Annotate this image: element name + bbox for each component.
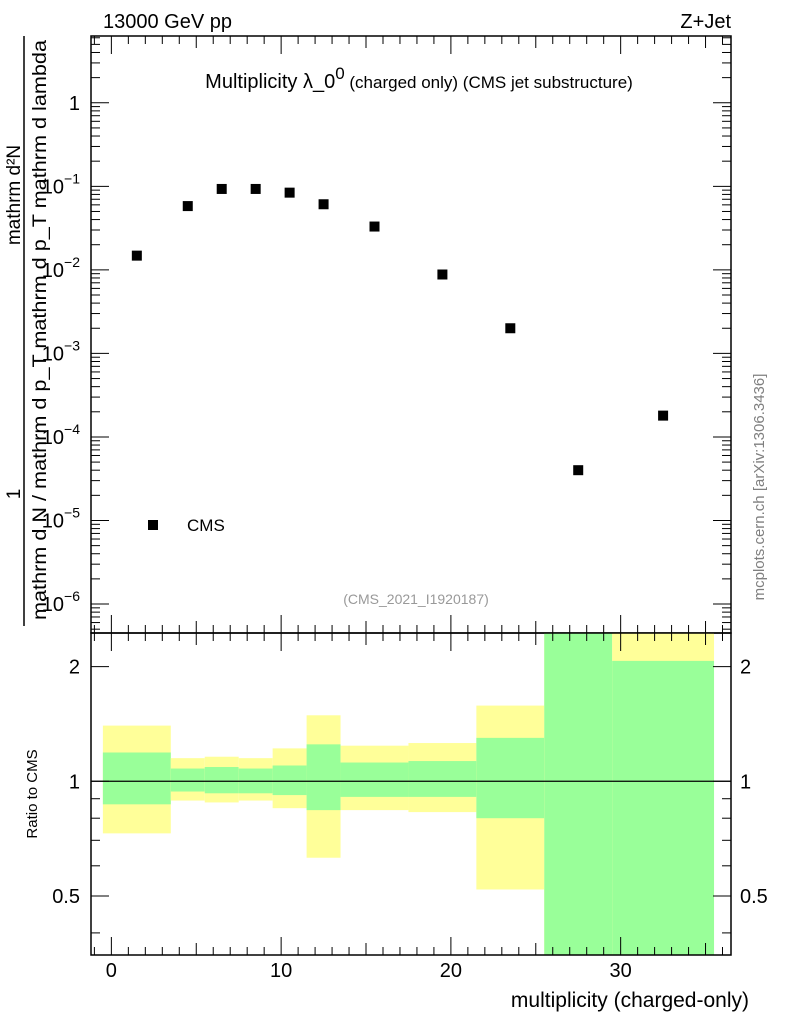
data-point <box>182 201 193 212</box>
ratio-y-tick-label-left: 2 <box>69 657 80 679</box>
x-axis-label: multiplicity (charged-only) <box>511 989 749 1012</box>
ratio-y-tick-label-left: 0.5 <box>52 886 80 908</box>
main-plot-title-text: Multiplicity λ_0 <box>205 71 335 93</box>
ratio-band-inner <box>544 633 613 955</box>
ratio-band-inner <box>408 761 477 797</box>
ratio-uncertainty-bands <box>102 633 715 955</box>
main-y-label-numerator: 1 <box>4 489 25 500</box>
main-y-label-top: mathrm d²N <box>4 145 25 245</box>
ratio-band-inner <box>102 752 171 805</box>
main-y-tick-label: 10−1 <box>42 170 80 198</box>
main-tick-marks <box>91 36 731 633</box>
data-point <box>437 269 448 280</box>
main-y-tick-labels: 110−110−210−310−410−510−6 <box>42 93 80 616</box>
main-y-tick-exponent: −4 <box>64 421 80 437</box>
data-point <box>250 183 261 194</box>
ratio-plot-frame <box>90 632 732 956</box>
x-tick-label: 0 <box>106 960 117 982</box>
data-point <box>216 183 227 194</box>
data-point <box>318 199 329 210</box>
main-y-tick-exponent: −3 <box>64 337 80 353</box>
main-y-tick-exponent: −6 <box>64 588 80 604</box>
main-y-axis-label: 1 mathrm d²N mathrm d N / mathrm d p_T m… <box>4 36 51 626</box>
x-tick-label: 30 <box>610 960 632 982</box>
main-y-tick-label: 10−2 <box>42 254 80 282</box>
ratio-y-tick-label-right: 1 <box>740 771 751 793</box>
data-point <box>658 410 669 421</box>
main-plot-title-superscript: 0 <box>335 64 344 83</box>
main-plot-title-suffix: (charged only) (CMS jet substructure) <box>345 73 633 92</box>
ratio-band-inner <box>612 660 715 955</box>
mcplots-side-label: mcplots.cern.ch [arXiv:1306.3436] <box>751 374 768 601</box>
main-y-tick-mantissa: 10 <box>42 176 64 198</box>
ratio-y-axis-label: Ratio to CMS <box>24 749 41 838</box>
ratio-y-tick-label-right: 0.5 <box>740 886 768 908</box>
header-right-label: Z+Jet <box>680 11 731 33</box>
data-point <box>573 465 584 476</box>
data-point <box>369 221 380 232</box>
analysis-reference: (CMS_2021_I1920187) <box>343 591 489 607</box>
main-y-tick-mantissa: 1 <box>69 93 80 115</box>
main-y-tick-label: 10−6 <box>42 588 80 616</box>
ratio-band-inner <box>476 737 545 819</box>
ratio-tick-labels: 0.5 0.51 12 20 10 20 30 <box>52 657 768 982</box>
main-y-tick-exponent: −5 <box>64 504 80 520</box>
main-y-tick-exponent: −1 <box>64 170 80 186</box>
x-tick-label: 20 <box>440 960 462 982</box>
header-left-label: 13000 GeV pp <box>103 11 232 33</box>
ratio-band-inner <box>204 767 239 794</box>
main-y-label-denominator: mathrm d N / mathrm d p_T mathrm d p_T m… <box>30 40 51 620</box>
ratio-y-tick-label-right: 2 <box>740 657 751 679</box>
main-y-tick-mantissa: 10 <box>42 260 64 282</box>
ratio-y-tick-label-left: 1 <box>69 771 80 793</box>
ratio-band-inner <box>340 762 409 797</box>
main-y-tick-label: 10−4 <box>42 421 80 449</box>
main-data-points <box>131 183 669 476</box>
legend-label-cms: CMS <box>187 516 225 535</box>
ratio-band-inner <box>272 765 307 796</box>
main-y-tick-mantissa: 10 <box>42 594 64 616</box>
ratio-band-inner <box>306 744 341 811</box>
data-point <box>131 250 142 261</box>
main-y-tick-mantissa: 10 <box>42 427 64 449</box>
ratio-tick-marks <box>91 633 731 955</box>
x-tick-label: 10 <box>270 960 292 982</box>
data-point <box>284 187 295 198</box>
main-y-tick-mantissa: 10 <box>42 510 64 532</box>
ratio-band-inner <box>170 768 205 792</box>
main-y-tick-label: 10−5 <box>42 504 80 532</box>
legend-marker-cms <box>148 520 158 530</box>
main-plot-frame <box>90 35 732 634</box>
main-y-tick-label: 1 <box>69 93 80 115</box>
main-y-tick-label: 10−3 <box>42 337 80 365</box>
main-plot-title: Multiplicity λ_00 (charged only) (CMS je… <box>205 64 633 93</box>
data-point <box>505 323 516 334</box>
main-y-tick-mantissa: 10 <box>42 343 64 365</box>
main-y-tick-exponent: −2 <box>64 254 80 270</box>
